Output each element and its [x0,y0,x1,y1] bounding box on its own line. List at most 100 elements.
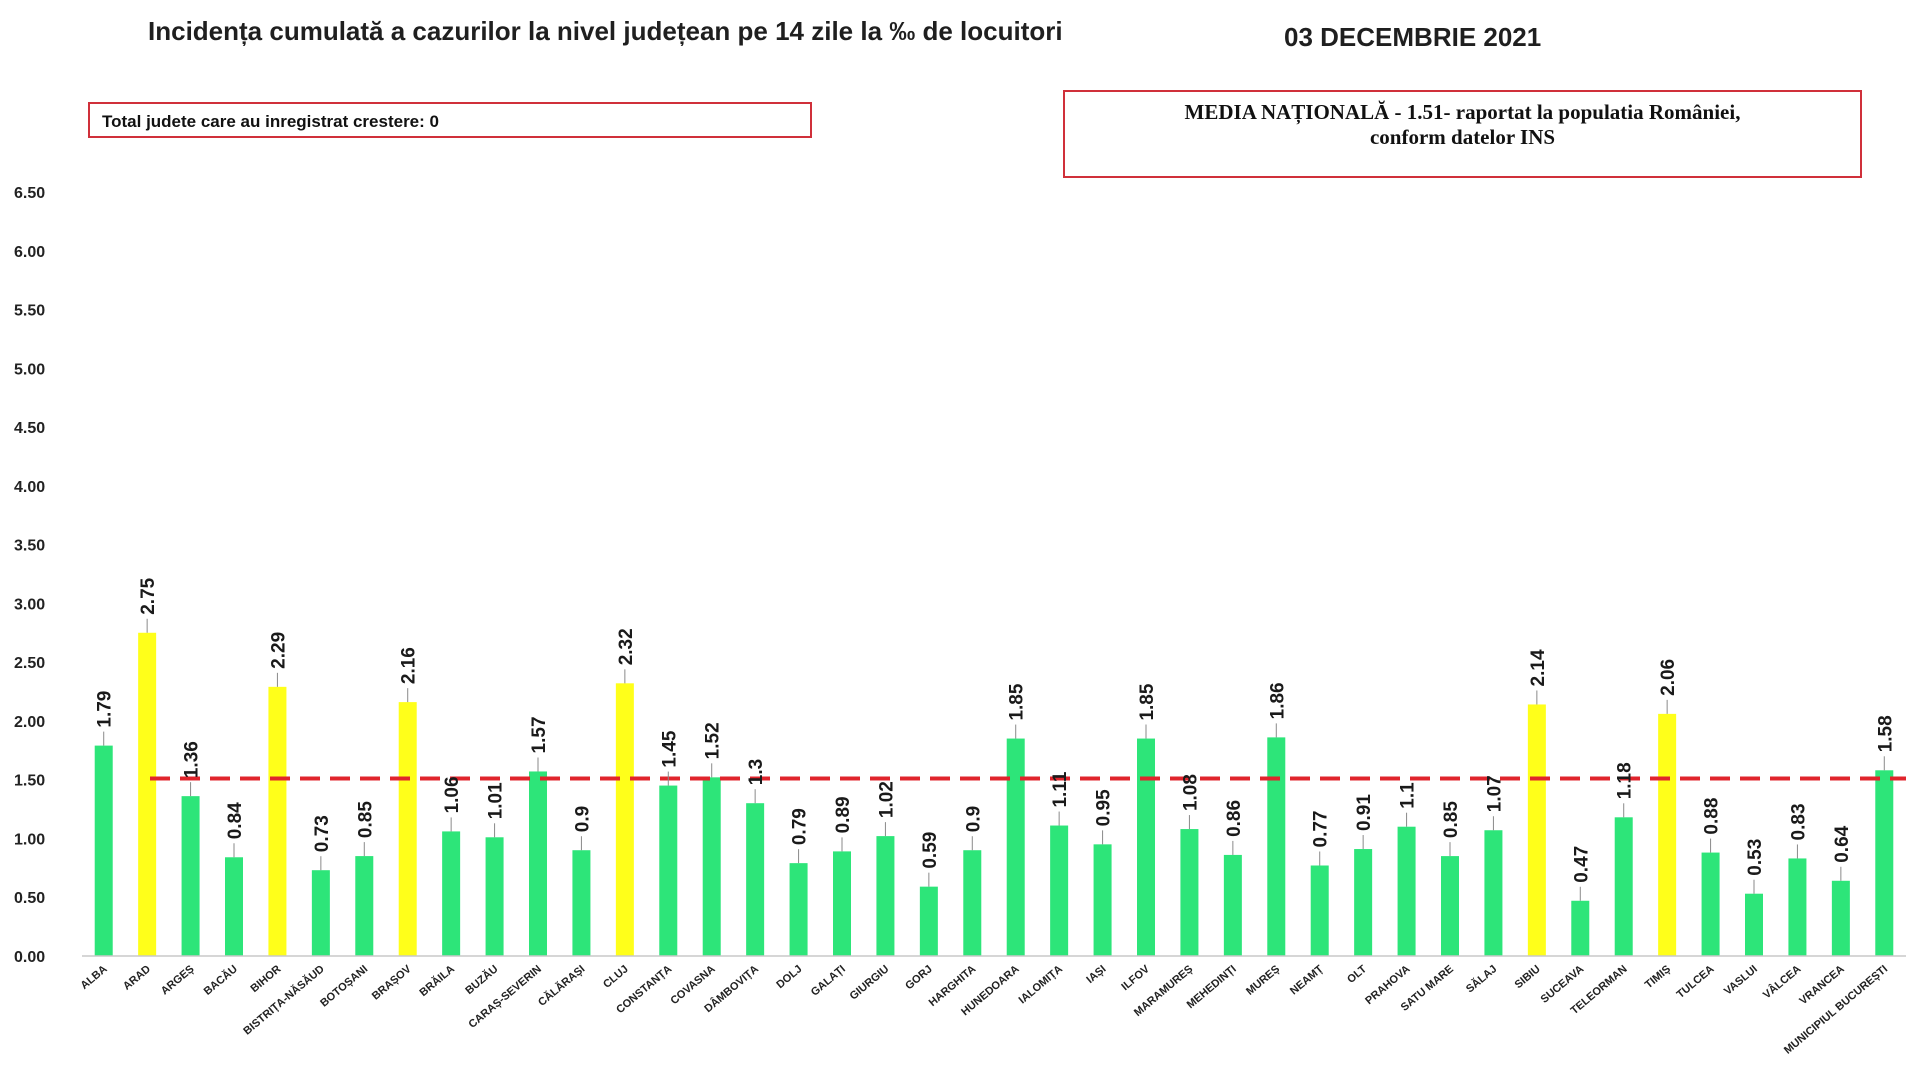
y-tick-label: 4.00 [14,479,45,496]
data-label: 2.14 [1528,649,1549,686]
bar [1788,858,1807,956]
bar [398,702,417,956]
report-date: 03 DECEMBRIE 2021 [1284,22,1542,52]
data-label: 1.07 [1484,775,1505,812]
x-tick-label: TIMIȘ [1643,963,1673,991]
bar [702,777,721,956]
bar [1701,852,1720,956]
national-average-box: MEDIA NAȚIONALĂ - 1.51- raportat la popu… [1063,90,1862,178]
bar [1354,849,1373,956]
bar [442,831,461,956]
bar [181,796,200,956]
y-tick-label: 5.00 [14,361,45,378]
y-tick-label: 4.50 [14,420,45,437]
y-tick-label: 6.50 [14,185,45,202]
bar [1310,865,1329,956]
data-label: 0.91 [1354,794,1375,831]
bar [615,683,634,956]
bar [1006,738,1025,956]
x-tick-label: DOLJ [774,963,804,991]
x-tick-label: BACĂU [201,962,240,998]
data-label: 1.1 [1398,782,1419,809]
y-tick-label: 1.50 [14,773,45,790]
bar [1267,737,1286,956]
data-label: 1.36 [182,741,203,778]
x-axis: ALBA ARAD ARGEȘ BACĂU BIHORBISTRIȚA-NĂSĂUDBO… [79,955,1906,1057]
data-label: 0.47 [1571,846,1592,883]
bar [1093,844,1112,956]
y-tick-label: 6.00 [14,244,45,261]
x-tick-label: BRAȘOV [370,963,414,1003]
data-label: 1.57 [529,716,550,753]
bar [268,686,287,956]
bar [1397,826,1416,956]
data-label: 0.85 [355,801,376,838]
x-tick-label: GIURGIU [848,963,892,1002]
data-label: 0.9 [963,806,984,832]
data-label: 0.95 [1094,789,1115,826]
x-tick-label: IAȘI [1084,963,1108,986]
bar [919,886,938,956]
x-tick-label: ILFOV [1119,963,1152,993]
national-average-line1: MEDIA NAȚIONALĂ - 1.51- raportat la popu… [1184,100,1741,124]
x-tick-label: VASLUI [1722,963,1760,998]
bar [1527,704,1546,956]
data-label: 1.3 [746,759,767,785]
x-tick-label: TULCEA [1675,963,1717,1001]
y-tick-label: 3.00 [14,596,45,613]
y-axis: 0.00 0.50 1.00 1.50 2.00 2.50 3.00 3.50 4.00 4.50… [14,185,45,966]
bar [138,632,157,956]
bar [1484,830,1503,956]
bar [485,837,504,956]
data-label: 2.29 [268,632,289,669]
x-tick-label: BUZĂU [463,962,501,997]
x-tick-label: CARAȘ-SEVERIN [466,963,544,1031]
data-label: 1.58 [1875,715,1896,752]
bars [94,632,1894,956]
x-tick-label: GORJ [903,963,935,992]
data-label: 1.08 [1180,774,1201,811]
data-label: 0.73 [312,815,333,852]
bar [789,863,808,956]
x-tick-label: ARGEȘ [159,963,197,997]
data-label: 1.02 [876,781,897,818]
x-tick-label: IALOMIȚA [1017,963,1065,1006]
bar [1137,738,1155,956]
y-tick-label: 0.00 [14,949,45,966]
y-tick-label: 2.50 [14,655,45,672]
bar [746,803,765,956]
data-label: 1.06 [442,776,463,813]
data-label: 2.32 [616,628,637,665]
data-label: 0.83 [1788,803,1809,840]
bar [1614,817,1633,956]
data-label: 0.89 [833,796,854,833]
data-label: 1.45 [659,730,680,767]
y-tick-label: 1.00 [14,831,45,848]
bar [1223,854,1242,956]
data-label: 1.01 [486,782,507,819]
bar [529,771,547,956]
data-label: 0.64 [1832,825,1853,862]
y-tick-label: 2.00 [14,714,45,731]
data-labels: 1.79 2.75 1.36 0.84 2.29 0.73 0.85 2.16 1.06 1.01… [95,577,1896,901]
x-tick-label: CLUJ [601,963,631,991]
data-label: 0.79 [790,808,811,845]
data-label: 1.79 [95,691,116,728]
y-tick-label: 3.50 [14,538,45,555]
data-label: 0.84 [225,802,246,839]
data-label: 2.75 [138,577,159,614]
x-tick-label: BISTRIȚA-NĂSĂUD [241,962,327,1037]
data-label: 0.9 [572,806,593,832]
x-tick-label: ALBA [79,963,110,992]
bar [355,856,374,956]
bar [833,851,851,956]
y-tick-label: 0.50 [14,890,45,907]
data-label: 2.06 [1658,659,1679,696]
data-label: 1.52 [703,722,724,759]
x-tick-label: MUREȘ [1244,963,1282,998]
data-label: 1.11 [1050,771,1071,807]
bar [1745,893,1763,956]
data-label: 1.85 [1137,683,1158,720]
